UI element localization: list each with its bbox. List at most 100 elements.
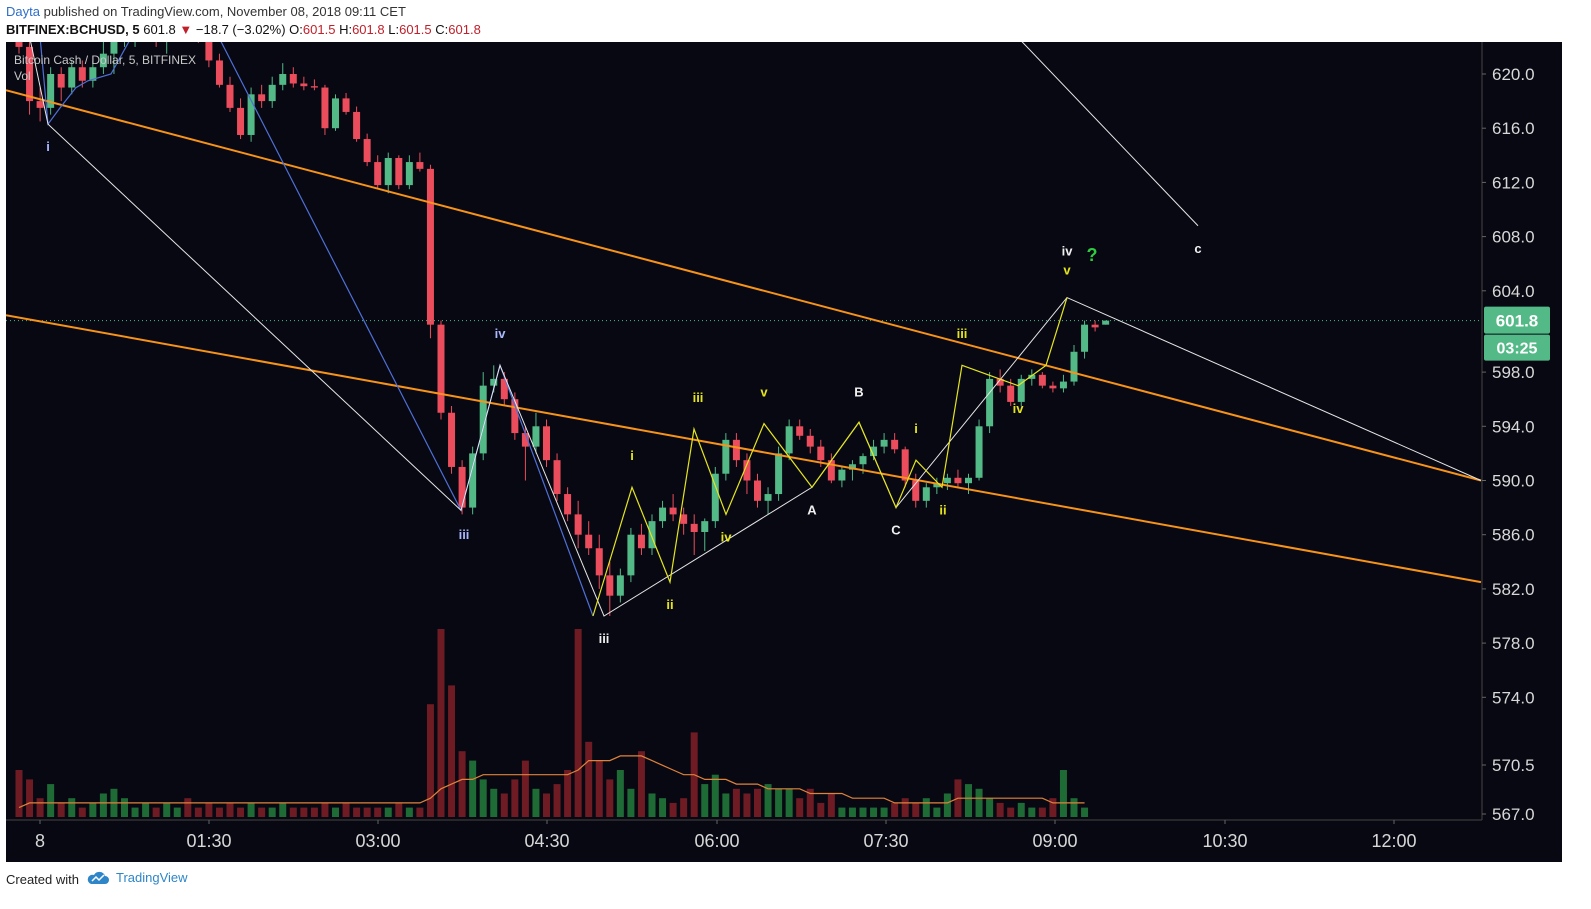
candle-body (732, 439, 740, 461)
candle-body (891, 439, 899, 450)
candle-body (310, 86, 318, 88)
volume-bar (732, 788, 740, 817)
volume-bar (564, 770, 572, 817)
volume-bar (827, 793, 835, 817)
last-price: 601.8 (143, 22, 176, 37)
candle-body (637, 534, 645, 549)
volume-bar (332, 807, 339, 817)
candle-body (574, 514, 582, 535)
candle-body (363, 139, 371, 163)
volume-bar (521, 760, 529, 817)
close-label: C: (435, 22, 449, 37)
volume-bar (68, 798, 76, 817)
candle-body (437, 324, 445, 413)
candle-body (1070, 351, 1078, 382)
channel-upper-line (5, 89, 1482, 482)
volume-bar (89, 802, 97, 817)
volume-bar (121, 798, 128, 817)
candle-body (764, 494, 772, 501)
candle-body (226, 84, 234, 108)
volume-bar (215, 807, 223, 817)
volume-bar (754, 788, 761, 817)
price-tick-label: 567.0 (1492, 805, 1535, 824)
volume-bar (1017, 802, 1025, 817)
volume-bar (859, 807, 867, 817)
volume-bar (1059, 770, 1067, 817)
volume-bar (237, 807, 245, 817)
volume-bar (490, 788, 498, 817)
volume-bar (996, 802, 1004, 817)
volume-bar (26, 779, 34, 817)
candle-body (553, 460, 561, 495)
volume-bar (880, 807, 888, 817)
axes: 620.0 616.0 612.0 608.0 604.0 598.0 594.0 590.0… (6, 42, 1562, 862)
volume-bar (163, 802, 171, 817)
volume-bar (363, 807, 371, 817)
volume-bar (891, 802, 899, 817)
volume-bar (975, 788, 983, 817)
volume-bar (785, 788, 793, 817)
price-tick-label: 586.0 (1492, 526, 1535, 545)
time-tick-label: 10:30 (1202, 831, 1247, 851)
price-axis-bg (1482, 42, 1562, 862)
candle-body (648, 521, 656, 549)
candle-body (68, 67, 76, 88)
candle-body (374, 162, 382, 186)
volume-bar (173, 807, 181, 817)
candle-body (268, 84, 276, 102)
candle-body (490, 378, 498, 386)
volume-bar (194, 807, 202, 817)
wave-label: c (1194, 241, 1201, 256)
publish-line: Dayta published on TradingView.com, Nove… (6, 4, 406, 19)
tradingview-link[interactable]: TradingView (86, 870, 188, 885)
volume-bar (870, 807, 878, 817)
candle-body (1091, 324, 1099, 328)
candle-body (15, 19, 23, 47)
candle-body (342, 98, 350, 112)
candle-body (26, 46, 34, 102)
volume-bar (57, 802, 65, 817)
volume-bar (1049, 798, 1057, 817)
candle-body (532, 426, 540, 447)
candle-body (36, 101, 44, 108)
candle-body (986, 378, 994, 427)
price-tick-label: 620.0 (1492, 65, 1535, 84)
volume-bar (680, 798, 688, 817)
volume-bar (986, 798, 994, 817)
volume-bar (374, 807, 382, 817)
countdown-label: 03:25 (1497, 341, 1538, 358)
candle-body (859, 456, 867, 465)
candle-body (47, 74, 55, 108)
candle-body (458, 466, 466, 508)
time-tick-label: 06:00 (694, 831, 739, 851)
candle-body (1028, 374, 1036, 379)
candle-body (669, 507, 677, 515)
volume-bar (616, 770, 624, 817)
candle-body (99, 53, 107, 68)
candle-body (564, 494, 572, 515)
volume-bar (226, 802, 234, 817)
candle-body (922, 487, 930, 501)
price-tick-label: 582.0 (1492, 580, 1535, 599)
open-label: O: (289, 22, 303, 37)
volume-bar (47, 784, 55, 817)
candle-body (627, 534, 635, 576)
wave-label: iv (1013, 401, 1025, 416)
candle-body (289, 74, 297, 84)
volume-bar (184, 798, 192, 817)
volume-bar (479, 779, 487, 817)
channel-lower-line (5, 314, 1482, 584)
candle-body (585, 534, 593, 549)
volume-bar (764, 784, 772, 817)
tradingview-cloud-icon (87, 871, 109, 884)
candle-body (543, 426, 550, 461)
volume-bar (268, 807, 276, 817)
candle-body (711, 473, 719, 522)
volume-bar (848, 807, 856, 817)
volume-bar (627, 788, 635, 817)
author-link[interactable]: Dayta (6, 4, 40, 19)
volume-bar (384, 807, 392, 817)
volume-bar (574, 629, 582, 817)
